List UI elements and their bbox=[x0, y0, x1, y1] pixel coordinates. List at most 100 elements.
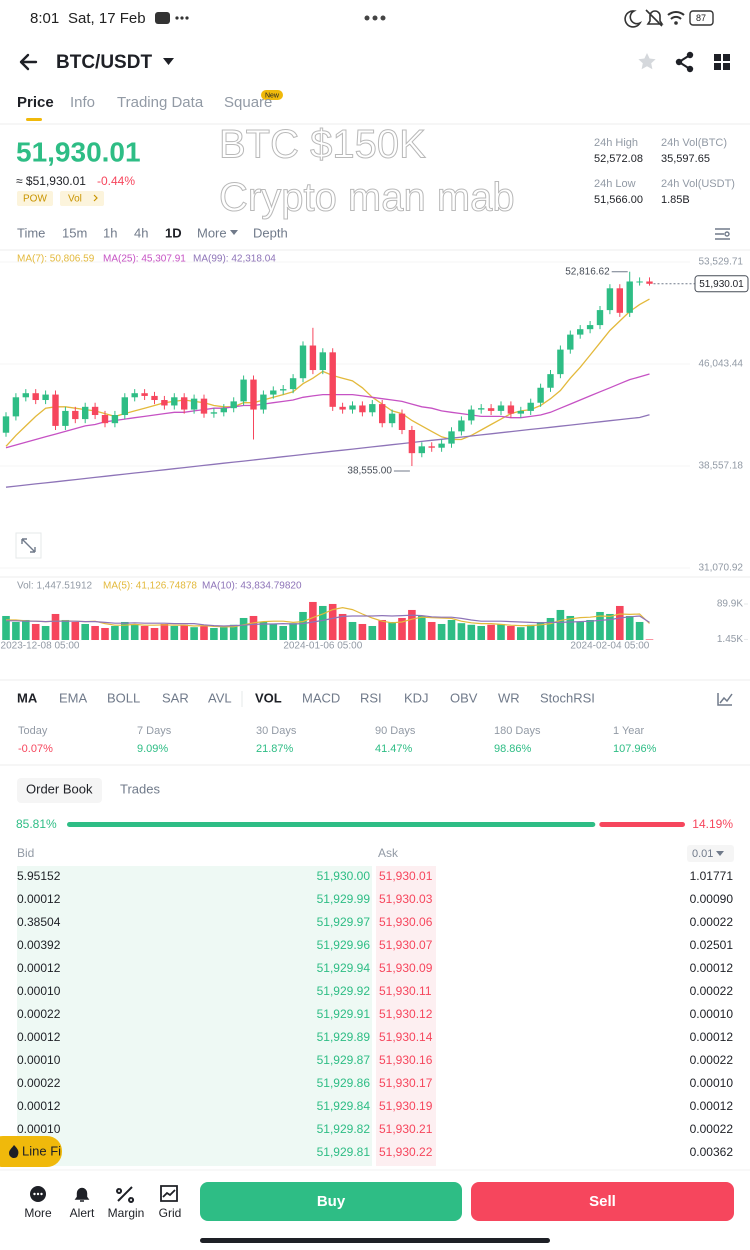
indicator-tab[interactable]: RSI bbox=[360, 690, 382, 705]
interval[interactable]: 15m bbox=[62, 225, 87, 240]
new-badge-text: New bbox=[265, 92, 280, 99]
new-badge bbox=[261, 90, 283, 100]
indicator-tab[interactable]: EMA bbox=[59, 690, 88, 705]
legend-item: MA(5): 41,126.74878 bbox=[103, 581, 197, 592]
stat-label: 24h Vol(BTC) bbox=[661, 137, 727, 149]
back-button[interactable] bbox=[19, 53, 38, 71]
candle-body bbox=[319, 352, 326, 371]
candle-body bbox=[646, 281, 653, 284]
stat-label: 24h Vol(USDT) bbox=[661, 178, 735, 190]
battery-icon bbox=[689, 10, 714, 26]
candle-body bbox=[547, 374, 554, 388]
candle-body bbox=[557, 349, 564, 375]
interval[interactable]: Time bbox=[17, 225, 45, 240]
period-change: 41.47% bbox=[375, 743, 413, 755]
candle-body bbox=[577, 329, 584, 335]
share-button[interactable] bbox=[675, 51, 694, 73]
ask-quantity: 0.00022 bbox=[690, 1053, 734, 1067]
volume-ma-line bbox=[6, 606, 650, 628]
tab[interactable]: Square bbox=[224, 94, 272, 111]
indicator-tab[interactable]: VOL bbox=[255, 690, 282, 705]
bid-price: 51,929.84 bbox=[317, 1099, 371, 1113]
layout-button[interactable] bbox=[714, 54, 730, 70]
volume-bar bbox=[556, 609, 565, 640]
pair-name[interactable]: BTC/USDT bbox=[56, 52, 152, 73]
precision-select[interactable] bbox=[687, 845, 734, 862]
interval[interactable]: More bbox=[197, 225, 227, 240]
indicator-tab[interactable]: WR bbox=[498, 690, 520, 705]
ma-line bbox=[5, 414, 650, 488]
bid-ratio: 85.81% bbox=[16, 817, 57, 831]
period-label: 90 Days bbox=[375, 725, 416, 737]
low-label: 38,555.00 bbox=[347, 466, 392, 477]
buy-button[interactable] bbox=[200, 1182, 462, 1221]
tab[interactable]: Price bbox=[17, 94, 54, 111]
interval[interactable]: 1D bbox=[165, 225, 182, 240]
tag bbox=[17, 191, 53, 206]
volume-bar bbox=[279, 625, 287, 640]
candle-body bbox=[487, 408, 495, 411]
indicator-tab[interactable]: AVL bbox=[208, 690, 232, 705]
volume-bar bbox=[635, 621, 644, 640]
line-fill-button[interactable] bbox=[0, 1136, 62, 1167]
nav-item[interactable]: Margin bbox=[108, 1206, 145, 1220]
indicator-tab[interactable]: StochRSI bbox=[540, 690, 595, 705]
indicator-settings-button[interactable] bbox=[717, 693, 733, 706]
sell-button[interactable] bbox=[471, 1182, 734, 1221]
tag-text[interactable]: Vol bbox=[68, 194, 82, 205]
candle-body bbox=[52, 394, 59, 426]
precision-text[interactable]: 0.01 bbox=[692, 848, 713, 860]
sell-label[interactable]: Sell bbox=[589, 1193, 616, 1210]
nav-item[interactable]: Alert bbox=[70, 1206, 95, 1220]
candle-body bbox=[91, 406, 99, 416]
tag[interactable] bbox=[60, 191, 104, 206]
volume-bar bbox=[12, 621, 20, 640]
candle-body bbox=[161, 400, 168, 406]
high-label: 52,816.62 bbox=[565, 266, 610, 277]
candle-body bbox=[82, 406, 89, 420]
indicator-tab[interactable]: KDJ bbox=[404, 690, 429, 705]
candle-body bbox=[111, 415, 119, 424]
orderbook-tab[interactable]: Trades bbox=[120, 781, 160, 796]
indicator-tab[interactable]: SAR bbox=[162, 690, 189, 705]
nav-item[interactable]: More bbox=[24, 1206, 52, 1220]
ask-price: 51,930.16 bbox=[379, 1053, 433, 1067]
candle-body bbox=[22, 393, 29, 398]
indicator-tab[interactable]: MACD bbox=[302, 690, 340, 705]
candle-body bbox=[418, 446, 425, 454]
bid-quantity: 5.95152 bbox=[17, 869, 61, 883]
ask-quantity: 0.00010 bbox=[690, 1076, 734, 1090]
volume-bar bbox=[180, 624, 188, 640]
tab[interactable]: Info bbox=[70, 94, 95, 111]
interval[interactable]: 1h bbox=[103, 225, 117, 240]
last-price-tag: 51,930.01 bbox=[699, 279, 744, 290]
expand-button[interactable] bbox=[15, 532, 42, 559]
legend-item: MA(10): 43,834.79820 bbox=[202, 581, 302, 592]
candle-body bbox=[497, 405, 505, 411]
volume-bar bbox=[616, 605, 624, 640]
indicator-tab[interactable]: BOLL bbox=[107, 690, 140, 705]
indicator-tab[interactable]: MA bbox=[17, 690, 38, 705]
favorite-button[interactable] bbox=[638, 53, 656, 70]
indicator-tab[interactable]: OBV bbox=[450, 690, 478, 705]
grid-icon bbox=[160, 1185, 178, 1202]
dot bbox=[372, 15, 378, 21]
pair-dropdown[interactable] bbox=[163, 58, 174, 65]
buy-label[interactable]: Buy bbox=[317, 1193, 346, 1210]
tab[interactable]: Trading Data bbox=[117, 94, 204, 111]
orderbook-tab[interactable]: Order Book bbox=[26, 781, 93, 796]
interval[interactable]: Depth bbox=[253, 225, 288, 240]
line-fill-text[interactable]: Line Fi bbox=[22, 1143, 61, 1158]
nav-item[interactable]: Grid bbox=[159, 1206, 182, 1220]
ask-price: 51,930.01 bbox=[379, 869, 433, 883]
ask-price: 51,930.14 bbox=[379, 1030, 433, 1044]
ask-price: 51,930.03 bbox=[379, 892, 433, 906]
volume-bar bbox=[220, 627, 228, 640]
status-date: Sat, 17 Feb bbox=[68, 10, 146, 27]
y-tick-label: 46,043.44 bbox=[699, 359, 744, 370]
volume-bar bbox=[338, 613, 347, 640]
chart-settings-button[interactable] bbox=[715, 228, 730, 240]
interval[interactable]: 4h bbox=[134, 225, 148, 240]
last-price-box bbox=[694, 275, 749, 293]
